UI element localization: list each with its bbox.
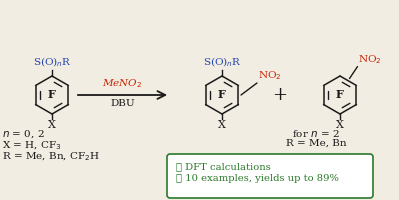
Text: MeNO$_2$: MeNO$_2$	[102, 77, 143, 90]
Text: ✓ 10 examples, yields up to 89%: ✓ 10 examples, yields up to 89%	[176, 174, 339, 183]
Text: NO$_2$: NO$_2$	[358, 53, 382, 66]
Text: NO$_2$: NO$_2$	[258, 69, 282, 82]
Text: +: +	[273, 86, 288, 104]
Text: X = H, CF$_3$: X = H, CF$_3$	[2, 139, 61, 152]
Text: X: X	[218, 120, 226, 130]
Text: ✓ DFT calculations: ✓ DFT calculations	[176, 162, 271, 171]
Text: F: F	[217, 90, 225, 100]
Text: R = Me, Bn: R = Me, Bn	[286, 139, 346, 148]
Text: S(O)$_n$R: S(O)$_n$R	[203, 55, 241, 69]
Text: R = Me, Bn, CF$_2$H: R = Me, Bn, CF$_2$H	[2, 150, 100, 163]
FancyBboxPatch shape	[167, 154, 373, 198]
Text: F: F	[335, 90, 343, 100]
Text: X: X	[48, 120, 56, 130]
Text: $n$ = 0, 2: $n$ = 0, 2	[2, 128, 45, 140]
Text: F: F	[47, 90, 55, 100]
Text: for $n$ = 2: for $n$ = 2	[292, 128, 340, 139]
Text: X: X	[336, 120, 344, 130]
Text: DBU: DBU	[110, 99, 135, 108]
Text: S(O)$_n$R: S(O)$_n$R	[33, 55, 71, 69]
